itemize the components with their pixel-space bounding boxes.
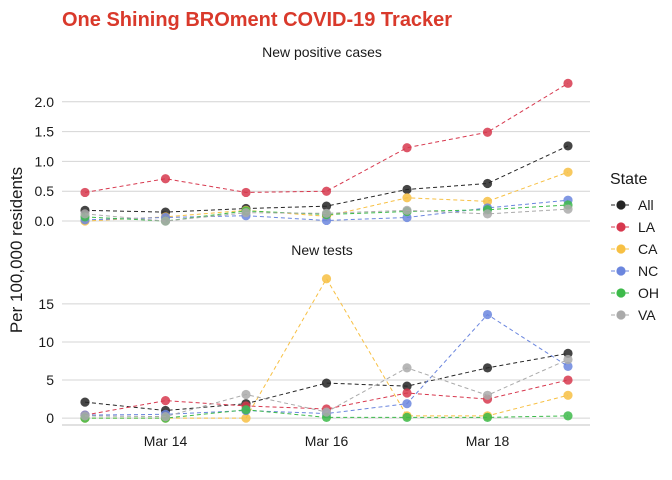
data-point-va xyxy=(160,412,171,422)
data-point-va xyxy=(482,209,493,219)
data-point-oh xyxy=(563,411,573,421)
panel-new-positive-cases: New positive cases 0.0 0.5 1.0 1.5 2.0 xyxy=(35,44,590,229)
data-point-la xyxy=(563,375,573,385)
y-tick-label: 1.0 xyxy=(35,153,55,169)
legend-item-nc: NC xyxy=(611,263,658,279)
data-point-la xyxy=(160,174,171,184)
data-point-all xyxy=(80,397,90,407)
data-point-la xyxy=(402,143,412,153)
data-point-ca xyxy=(563,167,573,177)
data-point-all xyxy=(482,363,493,373)
legend-label: CA xyxy=(638,241,658,257)
legend-label: LA xyxy=(638,219,656,235)
panel-new-tests: New tests 0 5 10 15 xyxy=(38,242,590,426)
data-point-oh xyxy=(241,405,251,415)
data-point-va xyxy=(482,390,493,400)
y-tick-label: 0.0 xyxy=(35,213,55,229)
data-point-all xyxy=(402,184,412,195)
data-point-oh xyxy=(482,412,493,422)
legend-item-all: All xyxy=(611,197,654,213)
data-point-va xyxy=(563,354,573,365)
data-point-va xyxy=(563,204,573,214)
y-tick-label: 0.5 xyxy=(35,183,55,199)
y-tick-label: 10 xyxy=(38,334,54,350)
series-line-nc xyxy=(84,313,569,416)
legend-marker xyxy=(616,200,626,210)
legend-label: OH xyxy=(638,285,659,301)
legend-item-oh: OH xyxy=(611,285,659,301)
series-line-la xyxy=(84,82,569,193)
legend-title: State xyxy=(610,171,647,188)
data-point-nc xyxy=(402,399,412,409)
chart-title: One Shining BROment COVID-19 Tracker xyxy=(62,9,452,31)
data-point-va xyxy=(80,209,90,219)
data-point-va xyxy=(241,208,251,218)
data-point-nc xyxy=(482,309,493,320)
data-point-all xyxy=(402,381,412,391)
facet-title: New positive cases xyxy=(262,44,382,60)
data-point-oh xyxy=(402,412,412,422)
legend-marker xyxy=(616,288,626,298)
data-point-all xyxy=(563,141,573,151)
data-point-all xyxy=(321,378,332,388)
data-point-ca xyxy=(563,390,573,400)
data-point-va xyxy=(321,407,332,417)
legend: State All LA CA NC OH VA xyxy=(610,171,659,323)
facet-panels: New positive cases 0.0 0.5 1.0 1.5 2.0 New tes… xyxy=(35,44,590,449)
legend-label: All xyxy=(638,197,654,213)
y-axis-label: Per 100,000 residents xyxy=(7,167,26,333)
legend-item-va: VA xyxy=(611,307,656,323)
data-point-la xyxy=(241,187,251,198)
data-point-all xyxy=(321,201,332,211)
y-tick-label: 2.0 xyxy=(35,94,55,110)
x-tick-label: Mar 16 xyxy=(305,433,349,449)
data-point-all xyxy=(482,178,493,189)
data-point-va xyxy=(402,205,412,215)
legend-marker xyxy=(616,266,626,276)
x-tick-label: Mar 14 xyxy=(144,433,188,449)
legend-marker xyxy=(616,310,626,320)
data-point-la xyxy=(402,388,412,398)
data-point-la xyxy=(160,396,171,406)
data-point-ca xyxy=(241,413,251,423)
data-point-va xyxy=(321,208,332,218)
legend-label: VA xyxy=(638,307,656,323)
facet-title: New tests xyxy=(291,242,352,258)
data-point-ca xyxy=(321,274,332,284)
y-tick-label: 5 xyxy=(46,372,54,388)
data-point-va xyxy=(80,411,90,421)
y-tick-label: 1.5 xyxy=(35,124,55,140)
legend-marker xyxy=(616,244,626,254)
data-point-va xyxy=(241,389,251,400)
data-point-nc xyxy=(563,361,573,371)
legend-item-la: LA xyxy=(611,219,656,235)
data-point-ca xyxy=(402,193,412,203)
data-point-la xyxy=(80,187,90,198)
data-point-va xyxy=(160,216,171,226)
data-point-va xyxy=(402,363,412,373)
data-point-la xyxy=(482,127,493,137)
legend-label: NC xyxy=(638,263,658,279)
y-tick-label: 15 xyxy=(38,296,54,312)
legend-marker xyxy=(616,222,626,232)
data-point-la xyxy=(563,78,573,88)
legend-item-ca: CA xyxy=(611,241,658,257)
data-point-ca xyxy=(482,196,493,206)
x-tick-label: Mar 18 xyxy=(466,433,510,449)
y-tick-label: 0 xyxy=(46,410,54,426)
data-point-la xyxy=(321,186,332,196)
